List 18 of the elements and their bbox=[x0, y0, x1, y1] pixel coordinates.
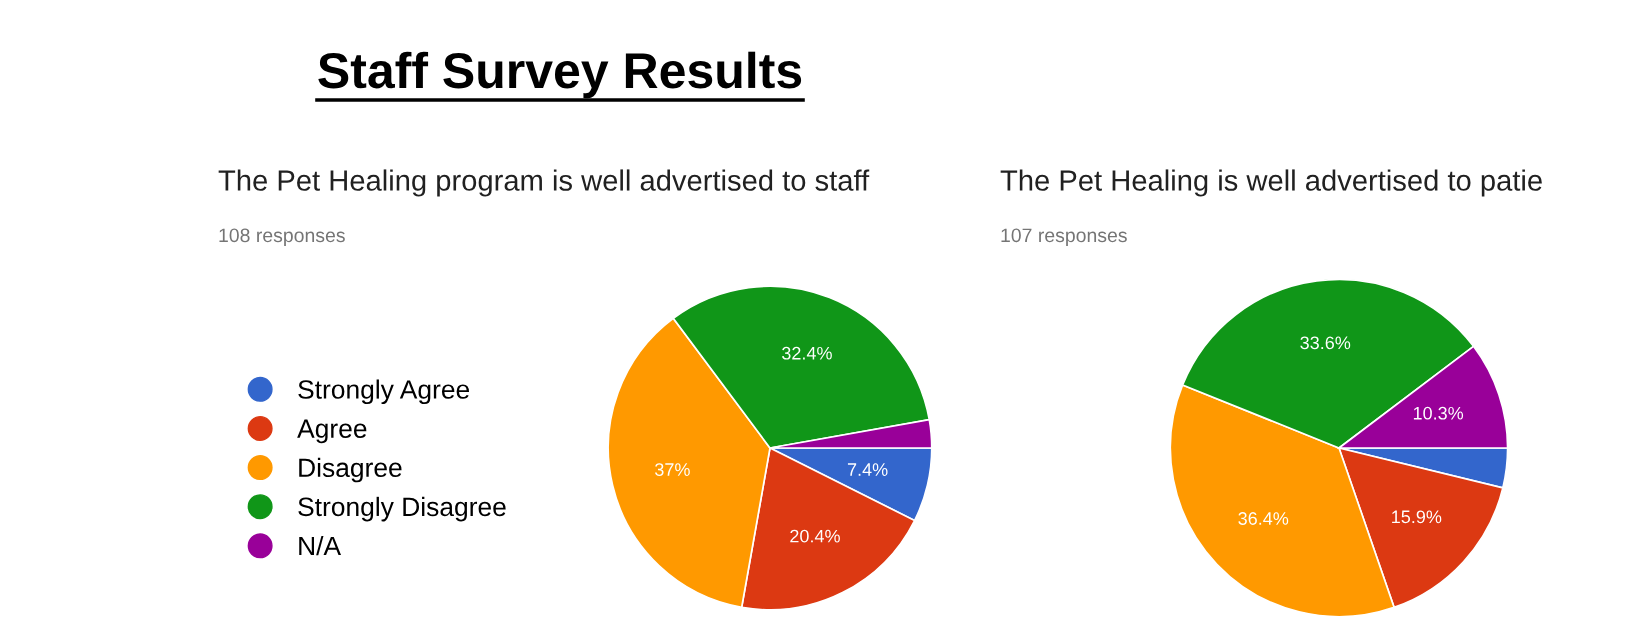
chart-title: The Pet Healing is well advertised to patie bbox=[1000, 169, 1542, 197]
data-label: 36.4% bbox=[1238, 512, 1289, 525]
data-label: 15.9% bbox=[1392, 510, 1442, 524]
data-label: 10.3% bbox=[1413, 406, 1464, 420]
text: Staff Survey Results bbox=[318, 51, 802, 99]
chart-subtitle: 107 responses bbox=[1001, 228, 1127, 247]
legend-label: Strongly Agree bbox=[298, 379, 470, 405]
data-label: 33.6% bbox=[1300, 336, 1351, 350]
data-label: 7.4% bbox=[847, 463, 888, 476]
data-label: 20.4% bbox=[790, 529, 840, 543]
chart-subtitle: 108 responses bbox=[219, 228, 345, 247]
chart-title: The Pet Healing program is well advertised to staff bbox=[218, 169, 870, 197]
legend-label: N/A bbox=[299, 535, 342, 556]
legend-label: Disagree bbox=[299, 457, 402, 483]
data-label: 32.4% bbox=[782, 346, 832, 360]
data-label: 37% bbox=[655, 463, 690, 476]
legend-label: Agree bbox=[297, 419, 367, 444]
legend-label: Strongly Disagree bbox=[298, 496, 506, 522]
